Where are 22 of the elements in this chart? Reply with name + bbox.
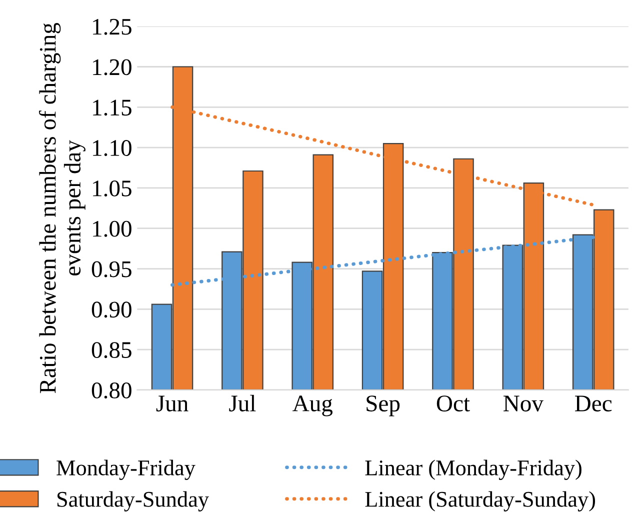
- x-tick-label: Nov: [504, 396, 544, 412]
- x-tick-label: Oct: [436, 396, 470, 412]
- y-tick-label: 1.00: [93, 220, 132, 237]
- y-tick-label: 0.85: [92, 342, 132, 358]
- x-tick-label: Jul: [229, 394, 256, 412]
- y-tick-label: 1.25: [93, 18, 132, 35]
- y-tick-label: 0.80: [92, 382, 132, 399]
- y-tick-label: 0.95: [92, 261, 132, 278]
- legend-label: Monday-Friday: [56, 460, 196, 480]
- legend-label: Linear (Saturday-Sunday): [365, 491, 596, 512]
- y-axis-title: Ratio between the numbers of charging events per day: [38, 22, 86, 394]
- y-tick-label: 0.90: [92, 302, 132, 318]
- x-tick-label: Sep: [366, 396, 400, 416]
- x-tick-label: Jun: [156, 396, 188, 412]
- y-tick-label: 1.10: [93, 140, 132, 156]
- legend-label: Saturday-Sunday: [57, 491, 209, 512]
- x-tick-label: Dec: [575, 396, 612, 412]
- x-tick-label: Aug: [292, 396, 332, 416]
- y-tick-label: 1.05: [93, 180, 132, 196]
- y-tick-label: 1.15: [93, 100, 132, 116]
- y-tick-label: 1.20: [93, 59, 132, 76]
- legend-label: Linear (Monday-Friday): [365, 460, 582, 480]
